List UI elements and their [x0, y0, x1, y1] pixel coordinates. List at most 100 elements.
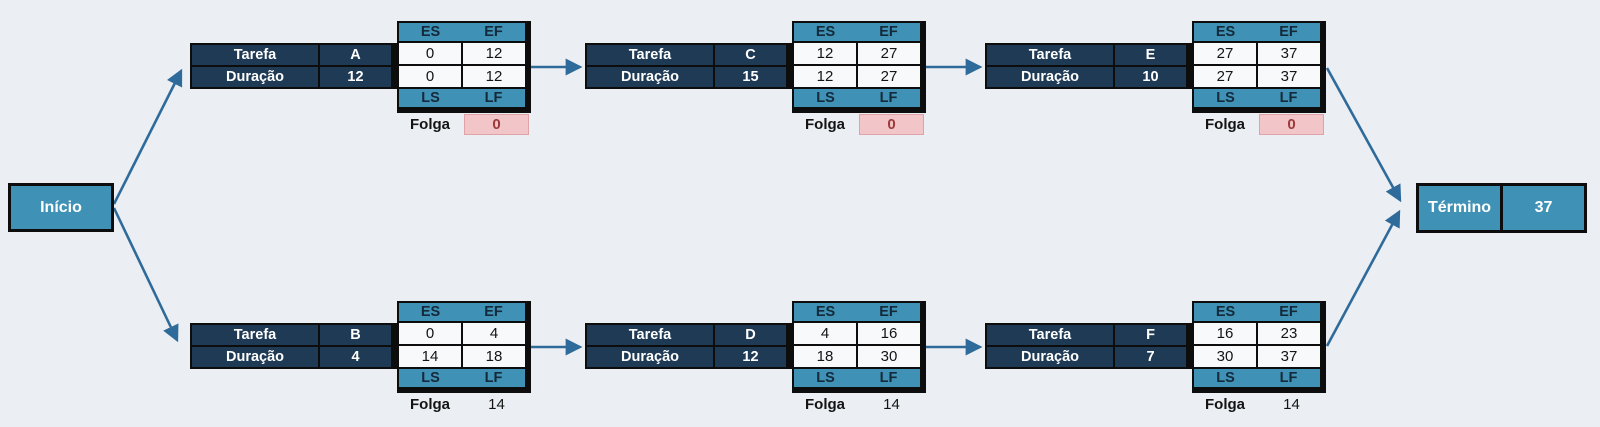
duration-value: 4 — [320, 347, 391, 367]
es-header: ES — [420, 303, 441, 320]
slack-label: Folga — [410, 396, 450, 413]
ls-lf-footer: LS LF — [1194, 89, 1320, 107]
ef-header: EF — [1279, 303, 1298, 320]
task-node-A: Tarefa A Duração 12 ES EF 0 12 0 12 LS L… — [190, 21, 531, 136]
start-node-label: Início — [40, 198, 82, 216]
ef-value: 12 — [463, 43, 525, 64]
ef-value: 37 — [1258, 43, 1320, 64]
duration-value: 7 — [1115, 347, 1186, 367]
task-id: F — [1115, 325, 1186, 345]
es-ef-header: ES EF — [1194, 303, 1320, 321]
es-header: ES — [1215, 23, 1236, 40]
ls-value: 12 — [794, 66, 856, 87]
es-value: 0 — [399, 43, 461, 64]
ef-header: EF — [879, 303, 898, 320]
task-label: Tarefa — [587, 45, 713, 65]
time-block: ES EF 27 37 27 37 LS LF — [1192, 21, 1326, 113]
ls-lf-footer: LS LF — [399, 369, 525, 387]
ls-header: LS — [421, 89, 440, 106]
task-node-C: Tarefa C Duração 15 ES EF 12 27 12 27 LS… — [585, 21, 926, 136]
lf-header: LF — [1279, 369, 1298, 386]
task-info-table: Tarefa A Duração 12 — [190, 43, 397, 89]
ef-value: 27 — [858, 43, 920, 64]
es-header: ES — [815, 303, 836, 320]
lf-header: LF — [879, 369, 898, 386]
es-ef-header: ES EF — [1194, 23, 1320, 41]
ls-value: 0 — [399, 66, 461, 87]
duration-value: 12 — [715, 347, 786, 367]
arrow-start-to-B — [112, 207, 179, 343]
ls-lf-footer: LS LF — [1194, 369, 1320, 387]
end-node-value: 37 — [1534, 199, 1553, 216]
lf-value: 18 — [463, 346, 525, 367]
es-header: ES — [1215, 303, 1236, 320]
lf-header: LF — [484, 89, 503, 106]
slack-value: 14 — [883, 396, 900, 413]
arrow-F-to-end — [1325, 209, 1401, 347]
task-node-F: Tarefa F Duração 7 ES EF 16 23 30 37 LS … — [985, 301, 1326, 416]
ls-value: 18 — [794, 346, 856, 367]
ef-header: EF — [484, 303, 503, 320]
end-node-label: Término — [1419, 186, 1503, 230]
ef-header: EF — [879, 23, 898, 40]
task-info-table: Tarefa D Duração 12 — [585, 323, 792, 369]
es-ef-header: ES EF — [399, 23, 525, 41]
task-id: B — [320, 325, 391, 345]
lf-value: 37 — [1258, 346, 1320, 367]
ls-lf-footer: LS LF — [399, 89, 525, 107]
slack-label: Folga — [1205, 396, 1245, 413]
task-info-table: Tarefa F Duração 7 — [985, 323, 1192, 369]
duration-label: Duração — [987, 347, 1113, 367]
lf-header: LF — [484, 369, 503, 386]
task-info-table: Tarefa C Duração 15 — [585, 43, 792, 89]
time-block: ES EF 4 16 18 30 LS LF — [792, 301, 926, 393]
slack-value: 0 — [1259, 114, 1324, 135]
es-value: 27 — [1194, 43, 1256, 64]
ls-value: 27 — [1194, 66, 1256, 87]
time-block: ES EF 0 4 14 18 LS LF — [397, 301, 531, 393]
slack-label: Folga — [1205, 116, 1245, 133]
ef-header: EF — [484, 23, 503, 40]
ef-header: EF — [1279, 23, 1298, 40]
ls-header: LS — [421, 369, 440, 386]
ef-value: 16 — [858, 323, 920, 344]
duration-label: Duração — [192, 347, 318, 367]
es-header: ES — [815, 23, 836, 40]
task-node-E: Tarefa E Duração 10 ES EF 27 37 27 37 LS… — [985, 21, 1326, 136]
ef-value: 23 — [1258, 323, 1320, 344]
ls-header: LS — [816, 89, 835, 106]
task-id: C — [715, 45, 786, 65]
time-block: ES EF 12 27 12 27 LS LF — [792, 21, 926, 113]
es-ef-header: ES EF — [794, 23, 920, 41]
es-ef-header: ES EF — [794, 303, 920, 321]
ls-header: LS — [816, 369, 835, 386]
slack-label: Folga — [805, 396, 845, 413]
slack-label: Folga — [410, 116, 450, 133]
task-info-table: Tarefa B Duração 4 — [190, 323, 397, 369]
es-value: 12 — [794, 43, 856, 64]
ef-value: 4 — [463, 323, 525, 344]
ls-value: 30 — [1194, 346, 1256, 367]
duration-label: Duração — [587, 67, 713, 87]
time-block: ES EF 0 12 0 12 LS LF — [397, 21, 531, 113]
ls-header: LS — [1216, 369, 1235, 386]
time-block: ES EF 16 23 30 37 LS LF — [1192, 301, 1326, 393]
task-info-table: Tarefa E Duração 10 — [985, 43, 1192, 89]
es-value: 16 — [1194, 323, 1256, 344]
arrow-start-to-A — [112, 68, 183, 205]
lf-header: LF — [1279, 89, 1298, 106]
duration-value: 10 — [1115, 67, 1186, 87]
task-label: Tarefa — [192, 325, 318, 345]
duration-value: 15 — [715, 67, 786, 87]
start-node: Início — [8, 183, 114, 232]
es-ef-header: ES EF — [399, 303, 525, 321]
lf-value: 12 — [463, 66, 525, 87]
slack-value: 14 — [488, 396, 505, 413]
slack-label: Folga — [805, 116, 845, 133]
task-id: D — [715, 325, 786, 345]
task-label: Tarefa — [987, 45, 1113, 65]
task-label: Tarefa — [192, 45, 318, 65]
slack-value: 14 — [1283, 396, 1300, 413]
ls-lf-footer: LS LF — [794, 369, 920, 387]
